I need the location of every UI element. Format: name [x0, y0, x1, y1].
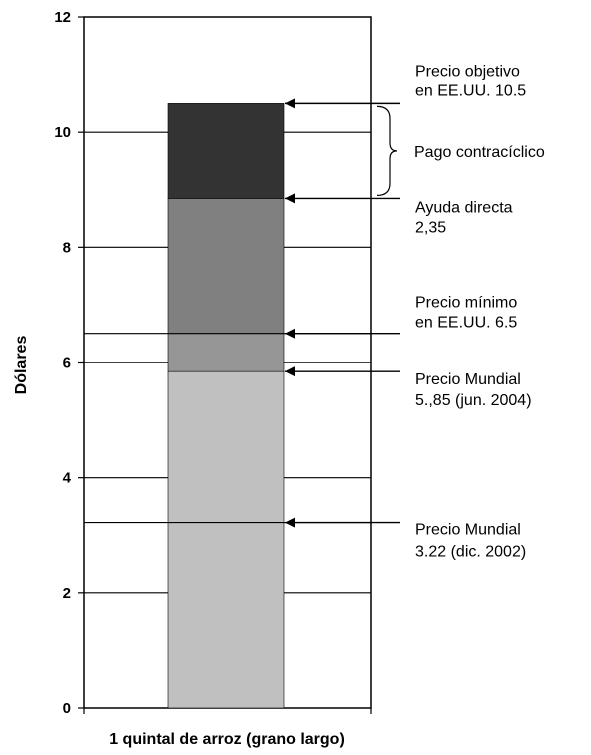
annotations: Precio objetivo en EE.UU. 10.5 Ayuda direc… [285, 63, 545, 561]
y-tick-label: 4 [63, 470, 72, 487]
y-tick-label: 6 [63, 355, 71, 372]
y-axis: 0 2 4 6 8 10 12 [54, 9, 372, 717]
bar-segment [167, 103, 285, 199]
y-tick-label: 0 [63, 700, 71, 717]
annotation-label: en EE.UU. 6.5 [415, 315, 517, 332]
y-axis-title: Dólares [13, 336, 30, 395]
annotation-label: Precio Mundial [415, 371, 521, 388]
annotation-label: en EE.UU. 10.5 [415, 82, 526, 99]
annotation-label: 3.22 (dic. 2002) [415, 544, 526, 561]
stacked-bar [167, 103, 285, 709]
annotation-label: Ayuda directa [415, 199, 513, 216]
y-tick-label: 10 [54, 124, 71, 141]
bar-segment [167, 198, 285, 335]
y-tick-label: 2 [63, 585, 71, 602]
brace-label: Pago contracíclico [414, 144, 545, 161]
brace [376, 105, 398, 196]
bar-segment [167, 370, 285, 709]
annotation-label: Precio mínimo [415, 295, 517, 312]
y-tick-label: 8 [63, 239, 71, 256]
annotation-label: 2,35 [415, 219, 446, 236]
annotation-label: 5.,85 (jun. 2004) [415, 392, 532, 409]
y-tick-label: 12 [54, 9, 71, 26]
annotation-label: Precio Mundial [415, 522, 521, 539]
bar-segment [167, 333, 285, 372]
x-axis-title: 1 quintal de arroz (grano largo) [109, 731, 345, 748]
annotation-label: Precio objetivo [415, 63, 520, 80]
